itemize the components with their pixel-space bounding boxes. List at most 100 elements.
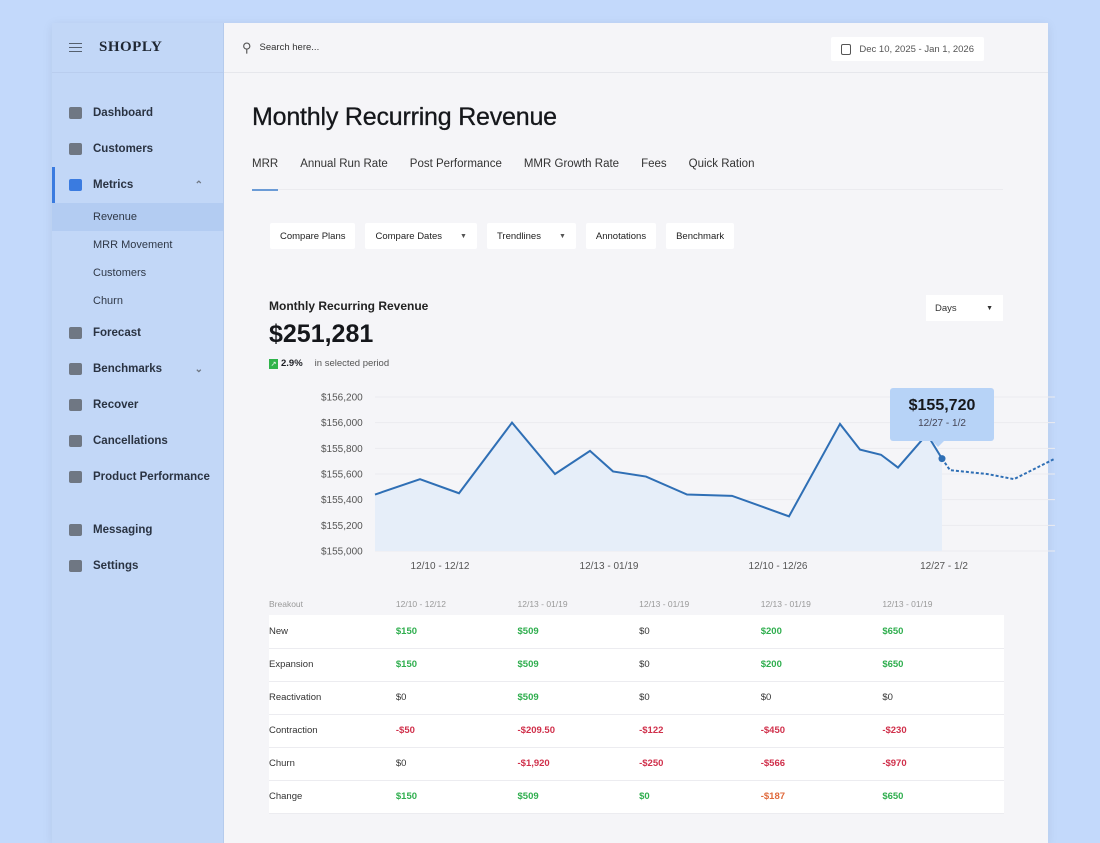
y-tick-label: $156,000 — [321, 418, 363, 429]
sidebar-item-label: Customers — [93, 143, 154, 155]
row-label: Change — [269, 780, 396, 814]
column-header: 12/13 - 01/19 — [639, 599, 690, 609]
compare-plans-button[interactable]: Compare Plans — [270, 223, 356, 249]
tab-mrr[interactable]: MRR — [252, 158, 279, 191]
table-row: New $150 $509 $0 $200 $650 — [269, 615, 1004, 649]
sidebar-subitem[interactable]: Revenue — [52, 203, 223, 231]
trendlines-button[interactable]: Trendlines ▼ — [486, 223, 576, 249]
tooltip-value: $155,720 — [908, 397, 976, 414]
x-tick-label: 12/13 - 01/19 — [580, 561, 639, 572]
column-header: 12/13 - 01/19 — [760, 599, 811, 609]
x-tick-label: 12/10 - 12/12 — [411, 561, 470, 572]
compare-dates-button[interactable]: Compare Dates ▼ — [365, 223, 477, 249]
y-tick-label: $155,600 — [321, 470, 363, 481]
benchmark-button[interactable]: Benchmark — [666, 223, 735, 249]
table-cell: $200 — [760, 615, 883, 649]
granularity-select[interactable]: Days ▼ — [926, 295, 1003, 321]
annotations-button[interactable]: Annotations — [585, 223, 657, 249]
table-row: Contraction -$50 -$209.50 -$122 -$450 -$230 — [269, 714, 1004, 748]
search-icon: ⚲ — [242, 39, 252, 55]
table-cell: $0 — [639, 615, 761, 649]
sidebar-subitem[interactable]: Churn — [93, 295, 123, 307]
sidebar-item-label: Metrics — [93, 179, 134, 191]
metrics-icon — [69, 179, 82, 191]
row-label: Churn — [269, 747, 396, 781]
sidebar-item-benchmarks[interactable]: Benchmarks ⌄ — [52, 351, 223, 387]
calendar-icon — [841, 43, 852, 55]
column-header: 12/13 - 01/19 — [882, 599, 933, 609]
page-title: Monthly Recurring Revenue — [252, 103, 557, 131]
card-title: Monthly Recurring Revenue — [269, 299, 429, 313]
row-label: Contraction — [269, 714, 396, 748]
tab-annual-run-rate[interactable]: Annual Run Rate — [300, 158, 388, 170]
y-tick-label: $155,400 — [321, 495, 363, 506]
tab-mmr-growth-rate[interactable]: MMR Growth Rate — [523, 158, 620, 170]
sidebar: SHOPLY Dashboard Customers Metrics ⌃ Revenue… — [52, 23, 224, 843]
message-icon — [69, 524, 82, 536]
button-label: Compare Dates — [375, 230, 443, 242]
brand-logo: SHOPLY — [99, 39, 163, 55]
tab-post-performance[interactable]: Post Performance — [409, 158, 502, 170]
nav-gap — [52, 495, 223, 512]
search-input[interactable]: Search here... — [259, 42, 320, 53]
tooltip-label: 12/27 - 1/2 — [918, 418, 966, 429]
change-label: in selected period — [314, 358, 390, 369]
tab-quick-ration[interactable]: Quick Ration — [688, 158, 755, 170]
table-cell: $0 — [639, 648, 761, 682]
sidebar-item-label: Recover — [93, 399, 139, 411]
sidebar-item-metrics[interactable]: Metrics ⌃ — [52, 167, 223, 203]
sidebar-item-label: Forecast — [93, 327, 141, 339]
change-indicator: ↗ 2.9% in selected period — [269, 358, 389, 369]
button-label: Compare Plans — [280, 230, 346, 242]
breakout-table: Breakout 12/10 - 12/12 12/13 - 01/19 12/13 … — [269, 593, 1004, 814]
sidebar-subitem[interactable]: MRR Movement — [93, 239, 173, 251]
table-cell: -$250 — [639, 747, 761, 781]
chart-tooltip: $155,720 12/27 - 1/2 — [890, 388, 994, 447]
table-cell: $0 — [395, 747, 518, 781]
area-fill — [375, 422, 942, 551]
table-cell: -$187 — [760, 780, 883, 814]
caret-down-icon: ▼ — [986, 304, 993, 312]
table-cell: -$450 — [760, 714, 883, 748]
sidebar-item-label: Cancellations — [93, 435, 168, 447]
tab-bar: MRR Annual Run Rate Post Performance MMR Gr… — [252, 158, 1003, 191]
row-label: New — [269, 615, 396, 649]
table-cell: -$566 — [760, 747, 883, 781]
table-cell: $509 — [517, 780, 640, 814]
bar-chart-icon — [69, 107, 82, 119]
top-bar: ⚲ Search here... Dec 10, 2025 - Jan 1, 2… — [224, 23, 1048, 73]
table-cell: $150 — [395, 780, 518, 814]
sidebar-item-label: Settings — [93, 560, 139, 572]
sidebar-item-label: Dashboard — [93, 107, 154, 119]
sidebar-item-settings[interactable]: Settings — [52, 548, 223, 584]
table-cell: -$230 — [882, 714, 1004, 748]
data-point[interactable] — [938, 455, 946, 463]
table-cell: $650 — [882, 780, 1004, 814]
chevron-down-icon[interactable]: ⌄ — [194, 363, 203, 375]
table-cell: $650 — [882, 648, 1004, 682]
sidebar-item-product-performance[interactable]: Product Performance — [52, 459, 223, 495]
tab-fees[interactable]: Fees — [641, 158, 667, 170]
mrr-value: $251,281 — [269, 320, 374, 348]
sidebar-item-dashboard[interactable]: Dashboard — [52, 95, 223, 131]
sidebar-item-messaging[interactable]: Messaging — [52, 512, 223, 548]
sidebar-subitem[interactable]: Customers — [93, 267, 147, 279]
star-icon — [69, 363, 82, 375]
y-tick-label: $155,800 — [321, 444, 363, 455]
menu-icon[interactable] — [69, 43, 82, 52]
date-range-picker[interactable]: Dec 10, 2025 - Jan 1, 2026 — [831, 37, 984, 61]
caret-down-icon: ▼ — [460, 232, 467, 240]
sidebar-item-cancellations[interactable]: Cancellations — [52, 423, 223, 459]
sidebar-item-label: Product Performance — [93, 471, 210, 483]
sidebar-item-recover[interactable]: Recover — [52, 387, 223, 423]
table-cell: $0 — [882, 681, 1004, 715]
sidebar-item-forecast[interactable]: Forecast — [52, 315, 223, 351]
arrow-up-icon: ↗ — [269, 358, 278, 369]
sidebar-item-customers[interactable]: Customers — [52, 131, 223, 167]
table-cell: -$1,920 — [517, 747, 640, 781]
change-percent: 2.9% — [281, 358, 303, 369]
table-cell: $650 — [882, 615, 1004, 649]
chevron-up-icon[interactable]: ⌃ — [194, 179, 203, 191]
app-window: SHOPLY Dashboard Customers Metrics ⌃ Revenue… — [52, 23, 1056, 843]
table-cell: $150 — [395, 648, 518, 682]
